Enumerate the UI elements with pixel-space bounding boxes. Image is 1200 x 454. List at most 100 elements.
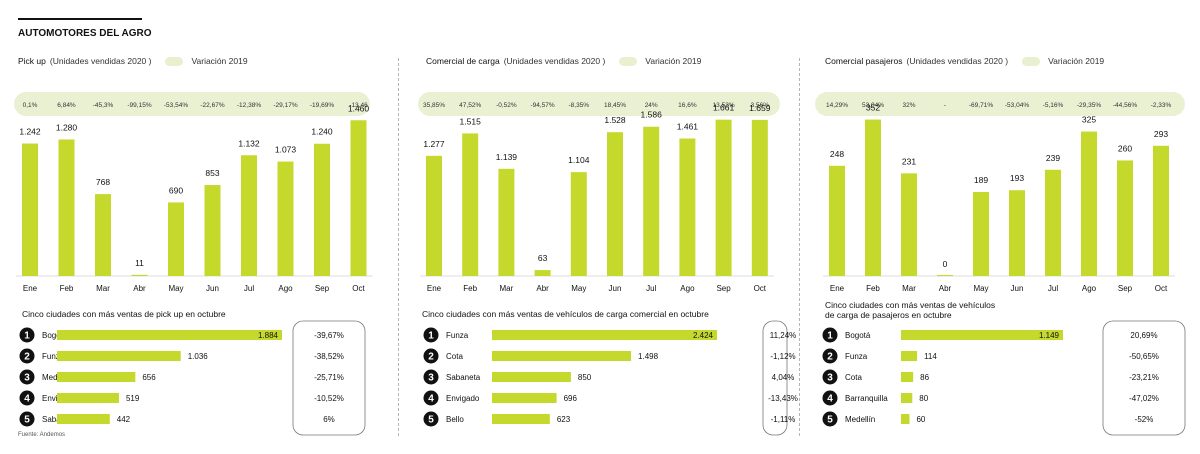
month-bar [168,202,184,276]
month-bar [1009,190,1025,276]
monthly-bar-chart: 0,1% 1.242 Ene 6,84% 1.280 Feb -45,3% 768 Mar -99… [14,92,373,293]
city-value: 86 [920,373,929,382]
variation-value: 6,84% [57,102,76,109]
month-label: Abr [133,284,146,293]
ranking-title-line: Cinco ciudades con más ventas de vehícul… [422,309,709,319]
month-bar [1153,145,1169,276]
city-variation: -38,52% [314,352,344,361]
city-name: Cota [845,373,862,382]
city-bar [901,351,918,361]
city-variation: -25,71% [314,373,344,382]
month-label: Feb [866,284,880,293]
month-label: Sep [716,284,731,293]
city-variation: -1,12% [770,352,795,361]
rank-number: 3 [428,373,434,384]
city-name: Funza [42,352,65,361]
month-label: Jun [206,284,219,293]
month-label: Oct [352,284,365,293]
city-bar [57,414,110,424]
city-variation: 6% [323,415,335,424]
variation-value: -8,35% [568,102,589,109]
bar-value-label: 1.659 [749,103,771,113]
variation-value: 0,1% [23,102,38,109]
month-label: Abr [536,284,549,293]
city-variation: -13,43% [768,394,798,403]
variation-value: -45,3% [93,102,114,109]
city-variation: 20,69% [1130,331,1157,340]
rank-number-circle [19,369,35,385]
month-bar [973,192,989,276]
variation-swatch [165,56,184,66]
rank-number-circle [822,390,838,406]
ranking-title: Cinco ciudades con más ventas de vehícul… [422,309,709,319]
city-value: 519 [126,394,140,403]
bar-value-label: 63 [538,253,548,263]
bar-value-label: 1.515 [460,116,482,126]
month-bar [679,138,696,276]
city-variation: -47,02% [1129,394,1159,403]
city-bar [901,372,914,382]
bar-value-label: 0 [943,259,948,269]
variation-swatch [1022,56,1041,66]
rank-number: 4 [24,394,30,405]
city-name: Medellín [845,415,875,424]
ranking-title-line: Cinco ciudades con más ventas de vehícul… [825,300,996,310]
month-bar [204,185,221,276]
rank-number-circle [822,348,838,364]
bar-value-label: 768 [96,177,110,187]
month-bar [426,155,442,276]
month-bar [570,172,587,276]
month-label: Ene [830,284,845,293]
rank-number: 1 [428,331,434,342]
panel-comercial-pasajeros: Comercial pasajeros (Unidades vendidas 2… [800,0,1200,454]
variation-value: -2,33% [1151,102,1172,109]
rank-number-circle [423,327,439,343]
bar-value-label: 1.661 [713,103,735,113]
variation-label: Variación 2019 [645,56,702,66]
city-bar [57,372,136,382]
month-label: Oct [1155,284,1168,293]
city-bar [901,393,913,403]
month-label: Sep [315,284,330,293]
month-bar [937,275,953,276]
bar-value-label: 1.528 [604,115,626,125]
month-bar [865,119,881,276]
variation-value: -29,35% [1077,102,1101,109]
ranking-title-line: de carga de pasajeros en octubre [825,310,952,320]
panel-legend: Comercial pasajeros (Unidades vendidas 2… [825,56,1104,66]
bar-value-label: 293 [1154,129,1168,139]
month-label: May [168,284,183,293]
variation-value: 16,6% [678,102,697,109]
variation-value: -53,54% [164,102,188,109]
variation-value: -12,38% [237,102,261,109]
month-bar [58,139,75,276]
variation-value: -19,69% [310,102,334,109]
bar-value-label: 1.132 [238,138,260,148]
bar-value-label: 1.461 [677,121,699,131]
city-value: 80 [919,394,928,403]
rank-number: 3 [24,373,30,384]
city-bar [492,393,557,403]
panel-title: Comercial de carga [426,56,500,66]
city-name: Funza [446,331,469,340]
rank-number-circle [423,348,439,364]
month-label: Abr [939,284,952,293]
panel-legend: Comercial de carga (Unidades vendidas 20… [426,56,701,66]
bar-value-label: 189 [974,175,988,185]
variation-box [292,320,366,436]
rank-number-circle [423,369,439,385]
rank-number-circle [19,327,35,343]
variation-value: 53,04% [862,102,884,109]
city-variation: -39,67% [314,331,344,340]
month-bar [350,120,367,277]
month-bar [643,126,660,277]
month-bar [131,274,148,276]
city-value: 623 [557,415,571,424]
month-label: Mar [500,284,514,293]
bar-value-label: 193 [1010,173,1024,183]
city-variation: -52% [1135,415,1154,424]
variation-value: 13,53% [713,102,735,109]
variation-value: 47,52% [459,102,481,109]
month-bar [1117,160,1133,276]
city-name: Bogotá [42,331,68,340]
